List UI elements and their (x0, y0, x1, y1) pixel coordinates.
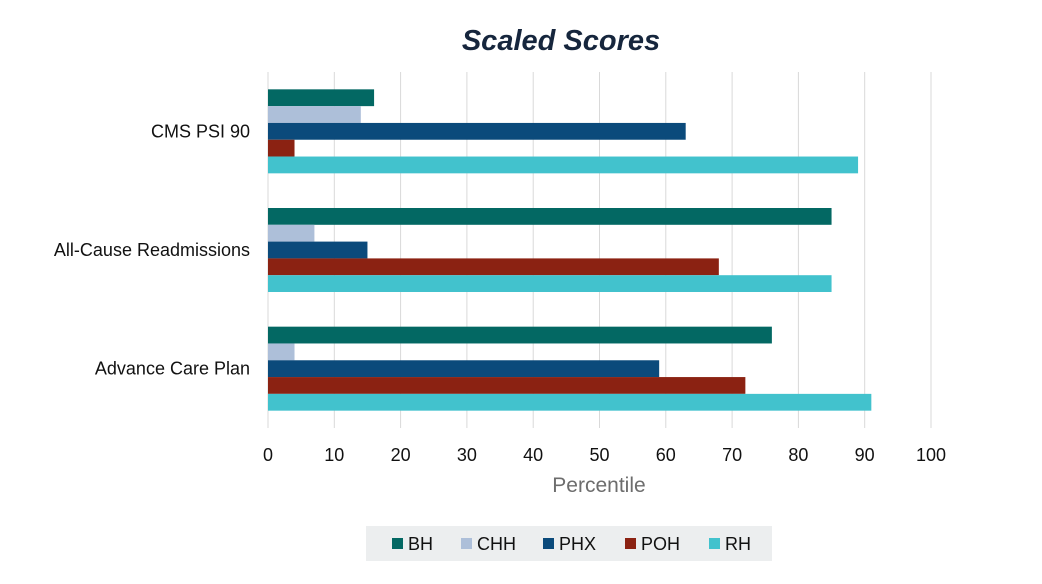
bar-chh-1 (268, 106, 361, 123)
bar-poh-2 (268, 258, 719, 276)
bar-phx-3 (268, 360, 660, 378)
x-tick-label: 100 (916, 445, 946, 465)
bar-poh-3 (268, 377, 746, 394)
category-label: Advance Care Plan (95, 359, 250, 379)
bar-rh-3 (268, 393, 872, 411)
x-tick-label: 10 (324, 445, 344, 465)
bar-bh-2 (268, 208, 832, 225)
category-labels: CMS PSI 90 All-Cause Readmissions Advance … (54, 121, 250, 378)
x-tick-labels: 0 10 20 30 40 50 60 70 80 90 100 (263, 445, 946, 465)
x-tick-label: 80 (788, 445, 808, 465)
legend-background (366, 526, 772, 561)
chart-title: Scaled Scores (462, 25, 660, 57)
x-axis-title: Percentile (552, 474, 645, 497)
x-tick-label: 30 (457, 445, 477, 465)
bar-rh-2 (268, 275, 832, 292)
bar-chh-3 (268, 343, 295, 361)
legend-label: CHH (477, 534, 516, 554)
x-tick-label: 90 (855, 445, 875, 465)
x-tick-label: 20 (391, 445, 411, 465)
legend-swatch-phx (543, 538, 554, 549)
x-tick-label: 70 (722, 445, 742, 465)
bar-poh-1 (268, 139, 295, 157)
legend-label: PHX (559, 534, 596, 554)
legend: BH CHH PHX POH RH (366, 526, 772, 561)
x-tick-label: 60 (656, 445, 676, 465)
legend-label: RH (725, 534, 751, 554)
legend-swatch-bh (392, 538, 403, 549)
legend-label: BH (408, 534, 433, 554)
legend-swatch-rh (709, 538, 720, 549)
bars (268, 89, 872, 411)
category-label: CMS PSI 90 (151, 121, 250, 141)
legend-swatch-chh (461, 538, 472, 549)
x-tick-label: 0 (263, 445, 273, 465)
bar-chh-2 (268, 224, 315, 242)
bar-phx-2 (268, 241, 368, 259)
x-tick-label: 50 (589, 445, 609, 465)
bar-bh-3 (268, 326, 772, 344)
x-tick-label: 40 (523, 445, 543, 465)
category-label: All-Cause Readmissions (54, 240, 250, 260)
bar-bh-1 (268, 89, 375, 107)
legend-label: POH (641, 534, 680, 554)
bar-phx-1 (268, 122, 686, 140)
bar-rh-1 (268, 156, 859, 174)
legend-swatch-poh (625, 538, 636, 549)
